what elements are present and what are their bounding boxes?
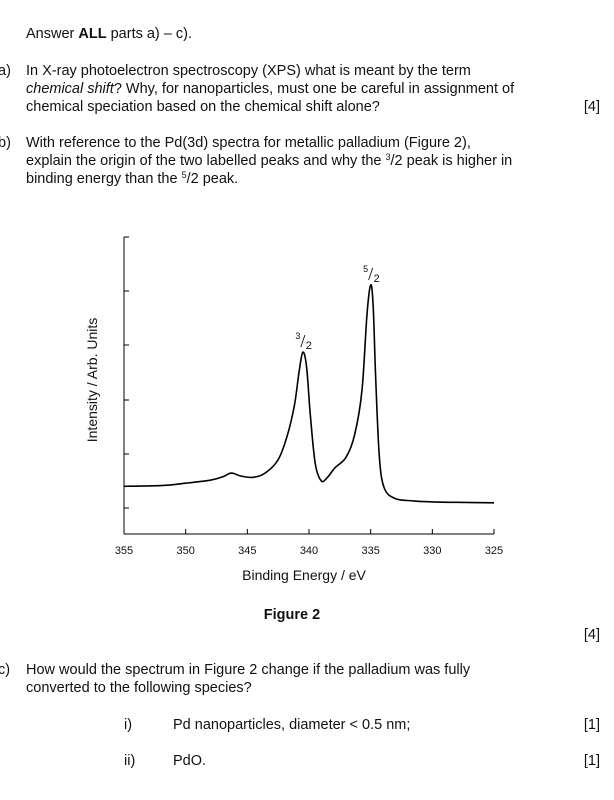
question-c-line2: converted to the following species? [26, 680, 252, 696]
peak-label-denominator: 2 [374, 273, 380, 285]
question-a-marks: [4] [583, 99, 600, 115]
question-a-line2-rest: ? Why, for nanoparticles, must one be ca… [113, 81, 515, 97]
peak-label-numerator: 5 [363, 264, 368, 274]
question-b-line2-post: peak is higher in [402, 153, 513, 169]
question-b-line3-pre: binding energy than the [26, 171, 182, 187]
y-axis-label: Intensity / Arb. Units [84, 318, 100, 443]
x-tick-label: 330 [423, 545, 441, 557]
question-b-line3: binding energy than the 5/2 peak. [26, 170, 566, 188]
fraction-numerator: 5 [181, 170, 187, 180]
x-tick-label: 335 [361, 545, 379, 557]
question-c-item-ii-text: PdO. [173, 753, 207, 769]
instructions: Answer ALL parts a) – c). [26, 25, 192, 43]
question-b-line1: With reference to the Pd(3d) spectra for… [26, 135, 471, 151]
x-tick-label: 345 [238, 545, 256, 557]
instructions-suffix: parts a) – c). [106, 26, 192, 42]
question-a-line1: In X-ray photoelectron spectroscopy (XPS… [26, 63, 471, 79]
fraction-numerator: 3 [385, 152, 391, 162]
question-c-item-ii-number: ii) [124, 753, 136, 769]
question-c-item-i-number: i) [124, 717, 133, 733]
question-b-line3-post: peak. [198, 171, 239, 187]
question-c-item-i-text: Pd nanoparticles, diameter < 0.5 nm; [173, 717, 411, 733]
question-c-letter: c) [0, 662, 11, 678]
instructions-prefix: Answer [26, 26, 79, 42]
x-tick-label: 325 [485, 545, 503, 557]
term-chemical-shift: chemical shift [26, 81, 114, 97]
x-tick-label: 340 [300, 545, 318, 557]
spectrum-line [123, 283, 495, 504]
question-b-line2-pre: explain the origin of the two labelled p… [26, 153, 386, 169]
peak-label-slash [300, 335, 306, 348]
question-a-letter: a) [0, 63, 11, 79]
x-axis-label: Binding Energy / eV [242, 567, 366, 583]
question-c-line1: How would the spectrum in Figure 2 chang… [26, 662, 471, 678]
peak-label-slash [368, 267, 374, 281]
peak-label-numerator: 3 [295, 331, 300, 341]
question-b-line2: explain the origin of the two labelled p… [26, 152, 566, 170]
question-c-item-ii-marks: [1] [583, 753, 600, 769]
question-a-line3: chemical speciation based on the chemica… [26, 99, 380, 115]
figure-caption: Figure 2 [263, 607, 321, 623]
instructions-bold: ALL [78, 26, 107, 42]
x-tick-label: 355 [115, 545, 133, 557]
fraction-denominator: /2 [390, 153, 403, 169]
question-b-letter: b) [0, 135, 11, 151]
question-a-line2: chemical shift? Why, for nanoparticles, … [26, 80, 566, 98]
peak-label-denominator: 2 [306, 340, 312, 352]
question-b-marks: [4] [583, 627, 600, 643]
question-c-item-i-marks: [1] [583, 717, 600, 733]
x-tick-label: 350 [176, 545, 194, 557]
fraction-denominator: /2 [186, 171, 199, 187]
